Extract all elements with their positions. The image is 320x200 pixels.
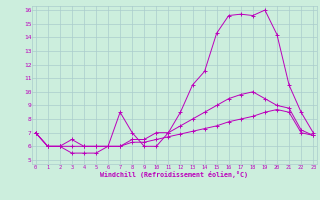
X-axis label: Windchill (Refroidissement éolien,°C): Windchill (Refroidissement éolien,°C) [100,171,248,178]
